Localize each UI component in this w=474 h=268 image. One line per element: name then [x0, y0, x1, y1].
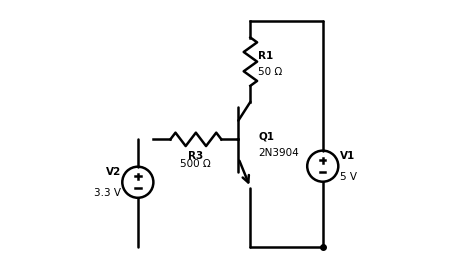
Text: V1: V1 [340, 151, 355, 161]
Text: V2: V2 [106, 167, 121, 177]
Text: 3.3 V: 3.3 V [94, 188, 121, 198]
Text: 50 Ω: 50 Ω [258, 67, 283, 77]
Text: R3: R3 [188, 151, 203, 161]
Text: R1: R1 [258, 51, 273, 61]
Text: 500 Ω: 500 Ω [181, 159, 211, 169]
Text: Q1: Q1 [258, 132, 274, 142]
Text: 5 V: 5 V [340, 172, 356, 181]
Text: 2N3904: 2N3904 [258, 148, 299, 158]
